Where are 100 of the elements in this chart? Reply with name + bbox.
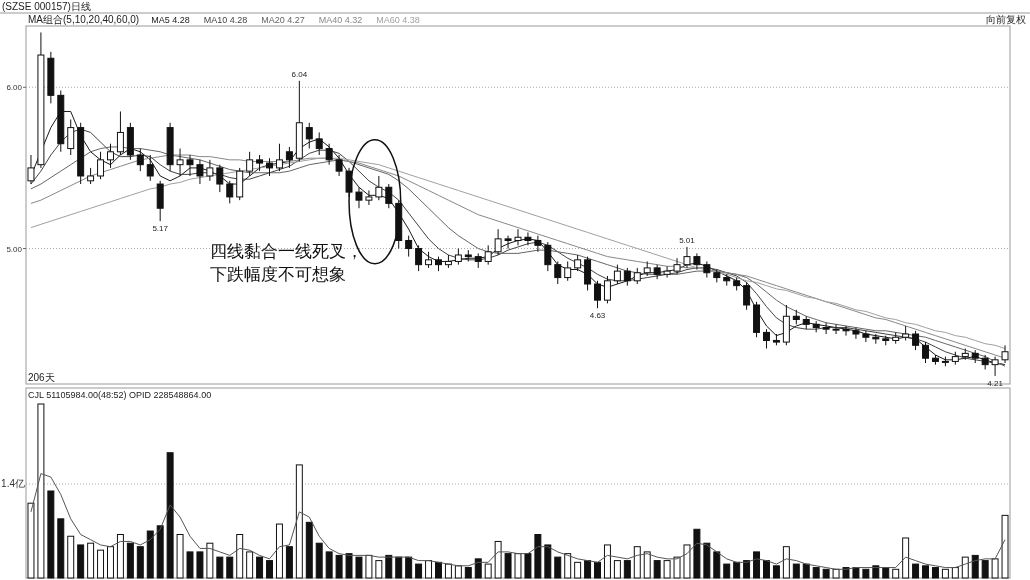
candlestick bbox=[832, 323, 840, 335]
bar bbox=[633, 546, 641, 579]
bar bbox=[484, 563, 492, 579]
bar bbox=[216, 556, 224, 579]
candlestick bbox=[136, 148, 144, 172]
candlestick bbox=[603, 275, 611, 304]
bar bbox=[643, 551, 651, 579]
candlestick bbox=[494, 228, 502, 256]
bar bbox=[584, 560, 592, 579]
bar bbox=[713, 551, 721, 579]
bar bbox=[166, 452, 174, 579]
bar bbox=[405, 556, 413, 579]
bar bbox=[653, 560, 661, 579]
candlestick bbox=[842, 325, 850, 337]
bar bbox=[345, 553, 353, 579]
bar bbox=[57, 518, 65, 579]
bar bbox=[872, 565, 880, 579]
annotation: 4.63 bbox=[589, 311, 606, 321]
candlestick bbox=[673, 257, 681, 275]
bar bbox=[603, 544, 611, 579]
bar bbox=[852, 567, 860, 579]
candlestick bbox=[564, 260, 572, 282]
bar bbox=[116, 534, 124, 579]
candlestick bbox=[524, 231, 532, 246]
bar bbox=[812, 567, 820, 579]
bar bbox=[444, 563, 452, 579]
bar bbox=[613, 560, 621, 579]
bar bbox=[315, 542, 323, 579]
bar bbox=[375, 560, 383, 579]
bar bbox=[733, 561, 741, 579]
bar bbox=[971, 554, 979, 579]
bar bbox=[37, 403, 45, 579]
candlestick bbox=[285, 146, 293, 169]
candlestick bbox=[365, 189, 373, 206]
bar bbox=[951, 567, 959, 579]
bar bbox=[892, 568, 900, 579]
candlestick bbox=[683, 246, 691, 269]
bar bbox=[226, 556, 234, 579]
bar bbox=[703, 542, 711, 579]
bar bbox=[763, 560, 770, 579]
bar bbox=[931, 567, 939, 579]
candlestick bbox=[186, 154, 194, 177]
bar bbox=[623, 560, 631, 579]
bar bbox=[77, 544, 85, 579]
candlestick bbox=[862, 330, 870, 343]
bar bbox=[991, 558, 999, 579]
candlestick bbox=[484, 244, 492, 266]
bar bbox=[594, 561, 601, 579]
bar bbox=[415, 563, 423, 579]
candlestick bbox=[405, 235, 413, 258]
y-tick-label: 6.00 bbox=[6, 83, 23, 93]
bar bbox=[792, 563, 800, 579]
bar bbox=[902, 537, 910, 579]
candlestick bbox=[375, 175, 383, 201]
bar bbox=[663, 560, 671, 579]
annotation: 4.21 bbox=[987, 378, 1004, 388]
bar bbox=[772, 565, 780, 579]
bar bbox=[504, 553, 512, 579]
candlestick bbox=[246, 151, 254, 177]
bar bbox=[753, 551, 761, 579]
bar bbox=[802, 563, 810, 579]
bar bbox=[305, 521, 313, 579]
bar bbox=[683, 544, 691, 579]
candlestick bbox=[663, 265, 671, 279]
candlestick bbox=[415, 244, 423, 272]
bar bbox=[743, 560, 751, 579]
text: MA60 4.38 bbox=[376, 15, 420, 25]
candlestick bbox=[763, 328, 770, 350]
bar bbox=[544, 544, 552, 579]
bar bbox=[464, 567, 472, 579]
candlestick bbox=[355, 186, 363, 209]
candlestick bbox=[1001, 344, 1009, 364]
candlestick bbox=[67, 119, 75, 156]
bar bbox=[206, 542, 214, 579]
bar bbox=[126, 542, 134, 579]
text: MA20 4.27 bbox=[261, 15, 305, 25]
candlestick bbox=[107, 143, 114, 169]
bar bbox=[246, 551, 254, 579]
candlestick bbox=[514, 228, 522, 246]
annotation: 5.17 bbox=[152, 224, 169, 234]
text: MA10 4.28 bbox=[203, 15, 248, 25]
bar bbox=[107, 546, 114, 579]
bar bbox=[365, 554, 373, 579]
bar bbox=[285, 546, 293, 579]
bar bbox=[454, 565, 462, 579]
text: 向前复权 bbox=[986, 14, 1026, 25]
bar bbox=[196, 551, 204, 579]
bar bbox=[156, 525, 164, 579]
bar bbox=[236, 534, 244, 579]
chart-title: CJL 51105984.00(48:52) OPID 228548864.00 bbox=[28, 390, 212, 400]
bar bbox=[47, 490, 55, 579]
bar bbox=[782, 546, 790, 579]
bar bbox=[862, 568, 870, 579]
bar bbox=[494, 540, 502, 579]
candlestick bbox=[912, 330, 920, 351]
candlestick bbox=[226, 180, 234, 204]
bar bbox=[912, 563, 920, 579]
bar bbox=[981, 560, 989, 579]
bar bbox=[574, 561, 582, 579]
chart-title: (SZSE 000157)日线 bbox=[2, 1, 91, 12]
